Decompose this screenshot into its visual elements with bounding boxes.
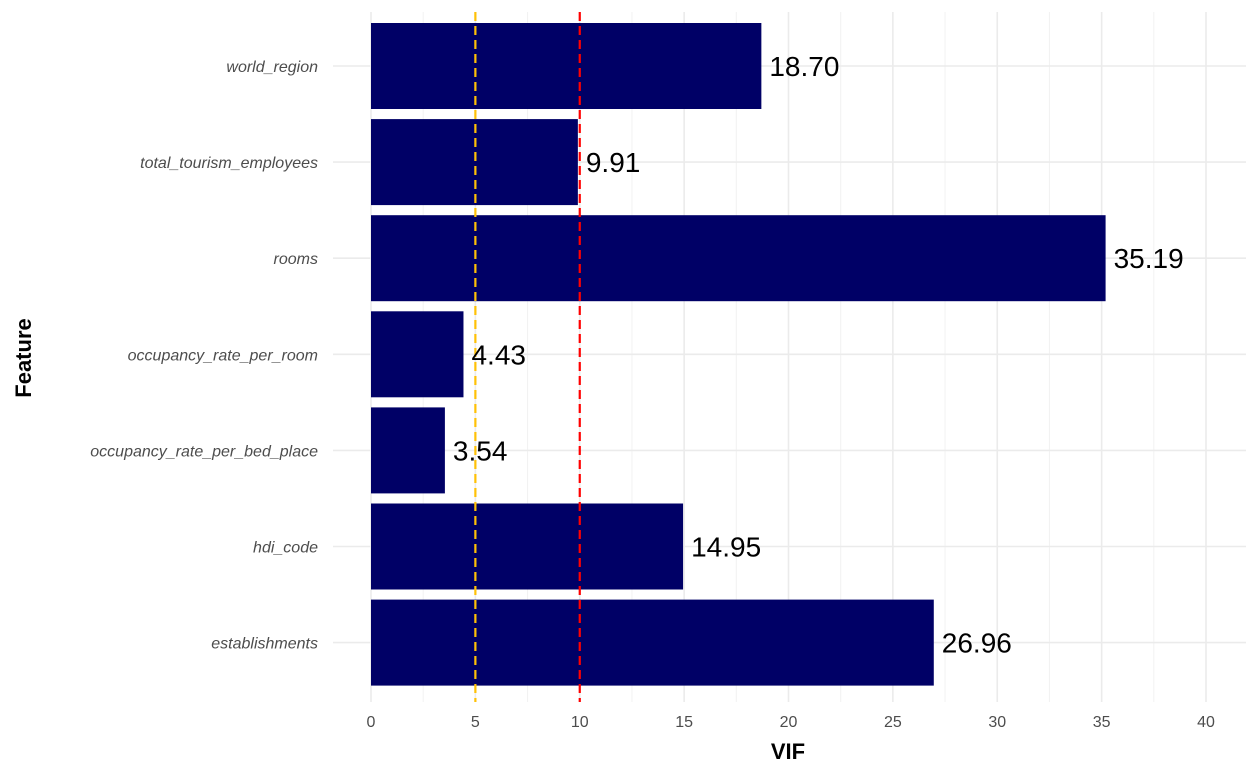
x-tick-label: 15: [675, 714, 693, 731]
x-tick-label: 25: [884, 714, 902, 731]
data-label-total_tourism_employees: 9.91: [586, 147, 641, 178]
data-labels: 18.70 9.91 35.19 4.43 3.54 14.95 26.96: [453, 51, 1184, 659]
bar-occupancy_rate_per_room: [371, 311, 464, 398]
y-tick-label-hdi_code: hdi_code: [253, 540, 318, 557]
bar-occupancy_rate_per_bed_place: [371, 407, 445, 494]
y-tick-label-world_region: world_region: [226, 59, 318, 76]
x-tick-label: 10: [571, 714, 589, 731]
data-label-hdi_code: 14.95: [691, 532, 761, 563]
y-axis-labels: world_region total_tourism_employeesrooms…: [90, 59, 318, 653]
x-axis-ticks: 0 5 10 15 20 25 30 35 40: [367, 714, 1215, 731]
x-tick-label: 5: [471, 714, 480, 731]
y-tick-label-occupancy_rate_per_bed_place: occupancy_rate_per_bed_place: [90, 443, 318, 460]
data-label-occupancy_rate_per_bed_place: 3.54: [453, 435, 508, 466]
y-tick-label-occupancy_rate_per_room: occupancy_rate_per_room: [128, 347, 318, 364]
bar-total_tourism_employees: [371, 119, 578, 206]
x-tick-label: 35: [1093, 714, 1111, 731]
x-tick-label: 30: [988, 714, 1006, 731]
bars: [371, 23, 1106, 686]
bar-establishments: [371, 599, 934, 686]
x-axis-title: VIF: [771, 739, 805, 764]
bar-world_region: [371, 23, 762, 109]
reference-lines: [474, 12, 581, 702]
x-tick-label: 40: [1197, 714, 1215, 731]
grid: [333, 12, 1246, 702]
data-label-world_region: 18.70: [769, 51, 839, 82]
data-label-occupancy_rate_per_room: 4.43: [471, 339, 526, 370]
data-label-rooms: 35.19: [1114, 243, 1184, 274]
y-tick-label-establishments: establishments: [211, 636, 318, 653]
y-tick-label-rooms: rooms: [274, 251, 318, 268]
y-axis-title: Feature: [11, 318, 36, 397]
bar-rooms: [371, 215, 1106, 302]
bar-hdi_code: [371, 503, 684, 590]
x-tick-label: 20: [780, 714, 798, 731]
y-tick-label-total_tourism_employees: total_tourism_employees: [140, 155, 318, 172]
data-label-establishments: 26.96: [942, 628, 1012, 659]
x-tick-label: 0: [367, 714, 376, 731]
